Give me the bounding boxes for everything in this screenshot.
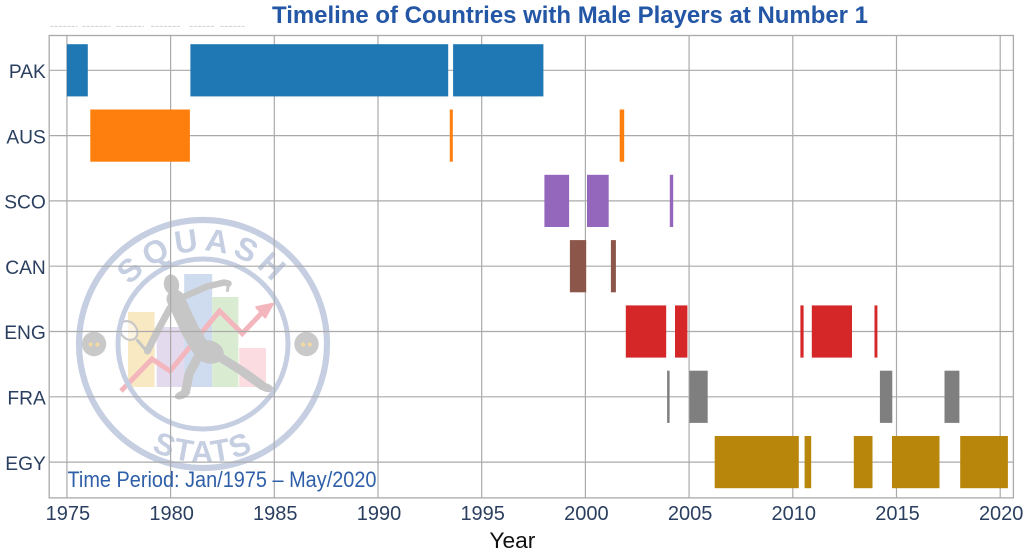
svg-text:ENG: ENG [4, 323, 46, 344]
svg-text:1995: 1995 [460, 503, 505, 525]
svg-text:1990: 1990 [357, 503, 402, 525]
svg-text:2015: 2015 [875, 503, 920, 525]
svg-text:CAN: CAN [5, 258, 46, 279]
svg-text:2000: 2000 [564, 503, 609, 525]
svg-text:SCO: SCO [4, 193, 46, 214]
svg-text:2020: 2020 [979, 503, 1024, 525]
svg-text:2010: 2010 [772, 503, 817, 525]
svg-text:2005: 2005 [668, 503, 713, 525]
svg-text:1985: 1985 [253, 503, 298, 525]
svg-text:EGY: EGY [5, 454, 46, 475]
svg-text:Year: Year [489, 528, 536, 553]
svg-text:FRA: FRA [7, 389, 46, 410]
svg-text:Time Period: Jan/1975 – May/20: Time Period: Jan/1975 – May/2020 [68, 467, 377, 492]
svg-text:PAK: PAK [9, 62, 46, 83]
svg-text:Timeline of Countries with Mal: Timeline of Countries with Male Players … [272, 2, 868, 29]
svg-text:1975: 1975 [46, 503, 91, 525]
svg-text:1980: 1980 [149, 503, 194, 525]
svg-text:AUS: AUS [6, 127, 45, 148]
